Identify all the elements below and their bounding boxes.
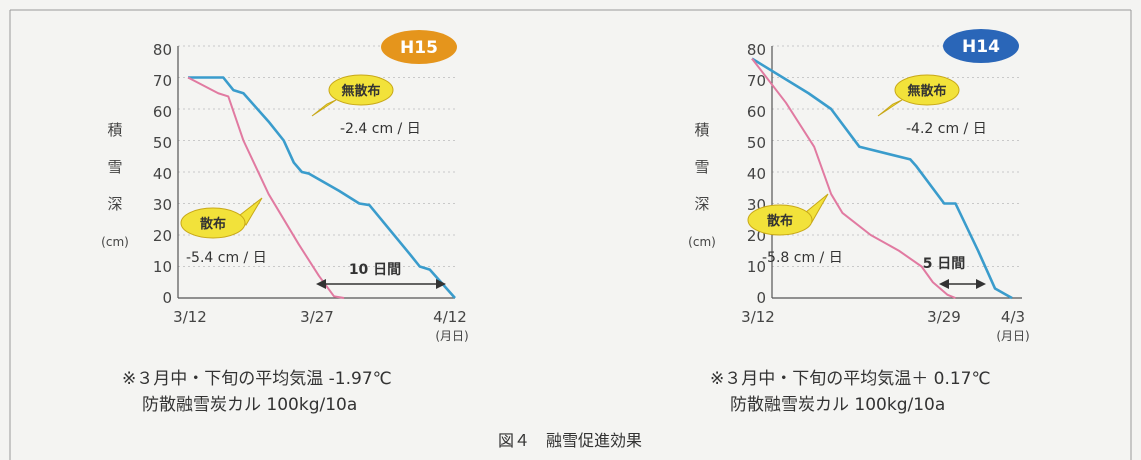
- y-tick-label: 80: [747, 41, 766, 59]
- badge-ellipse: [381, 30, 457, 64]
- x-axis-unit: (月日): [996, 329, 1029, 343]
- chart-h15-badge: H15: [381, 30, 457, 64]
- series-line-no-spray: [188, 76, 456, 299]
- bubble-shape: [894, 74, 960, 106]
- bubble-shape: [180, 207, 246, 239]
- y-tick-label: 60: [747, 103, 766, 121]
- interval-arrow-right: [976, 279, 986, 289]
- chart-h15-x-ticks: 3/12 3/27 4/12 (月日): [173, 308, 469, 343]
- y-tick-label: 0: [756, 289, 766, 307]
- y-tick-label: 60: [153, 103, 172, 121]
- bubble-label: 散布: [200, 216, 226, 232]
- chart-h15-y-ticks: 0 10 20 30 40 50 60 70 80: [153, 41, 172, 307]
- chart-h14-bubble-no-spray: 無散布: [877, 74, 960, 117]
- interval-arrow-right: [436, 279, 446, 289]
- y-tick-label: 20: [153, 227, 172, 245]
- bubble-shape: [747, 204, 813, 236]
- series-line-no-spray: [751, 57, 1013, 300]
- y-axis-unit: (cm): [101, 235, 129, 249]
- badge-label: H15: [400, 38, 438, 58]
- chart-h14-y-axis-label: 積 雪 深 (cm): [688, 121, 716, 249]
- chart-h14-note-temp: ※３月中・下旬の平均気温＋ 0.17℃: [710, 369, 991, 389]
- bubble-label: 無散布: [341, 83, 380, 99]
- chart-h15-bubble-no-spray: 無散布: [311, 74, 394, 117]
- y-axis-label-char: 深: [694, 195, 709, 213]
- chart-h15-note-temp: ※３月中・下旬の平均気温 -1.97℃: [122, 369, 392, 389]
- y-axis-label-char: 深: [107, 195, 122, 213]
- chart-h15-bubble-spray: 散布: [180, 197, 263, 239]
- chart-h15-y-axis-label: 積 雪 深 (cm): [101, 121, 129, 249]
- y-tick-label: 30: [153, 196, 172, 214]
- bubble-tail: [311, 99, 337, 117]
- x-axis-unit: (月日): [435, 329, 468, 343]
- x-tick-label: 3/29: [927, 308, 961, 326]
- y-tick-label: 50: [153, 134, 172, 152]
- chart-h15: 0 10 20 30 40 50 60 70 80 積 雪 深 (cm) 3/1…: [101, 30, 469, 415]
- y-tick-label: 0: [162, 289, 172, 307]
- x-tick-label: 3/27: [300, 308, 334, 326]
- series-line-spray: [187, 76, 345, 299]
- rate-no-spray: -4.2 cm / 日: [906, 121, 987, 137]
- y-tick-label: 10: [747, 258, 766, 276]
- rate-spray: -5.4 cm / 日: [186, 250, 267, 266]
- bubble-label: 無散布: [907, 83, 946, 99]
- chart-h15-note-material: 防散融雪炭カル 100kg/10a: [142, 395, 357, 415]
- badge-ellipse: [943, 29, 1019, 63]
- rate-no-spray: -2.4 cm / 日: [340, 121, 421, 137]
- x-tick-label: 3/12: [741, 308, 775, 326]
- y-tick-label: 70: [747, 72, 766, 90]
- bubble-shape: [328, 74, 394, 106]
- interval-label: 5 日間: [923, 256, 966, 272]
- rate-spray: -5.8 cm / 日: [762, 250, 843, 266]
- figure-caption: 図４ 融雪促進効果: [498, 431, 642, 450]
- y-axis-unit: (cm): [688, 235, 716, 249]
- y-tick-label: 80: [153, 41, 172, 59]
- y-tick-label: 40: [153, 165, 172, 183]
- chart-h15-series: [187, 76, 456, 299]
- y-tick-label: 40: [747, 165, 766, 183]
- y-axis-label-char: 雪: [107, 158, 122, 176]
- y-tick-label: 10: [153, 258, 172, 276]
- series-line-spray: [751, 57, 956, 299]
- x-tick-label: 4/12: [433, 308, 467, 326]
- chart-h15-interval: 10 日間: [316, 262, 446, 289]
- y-axis-label-char: 積: [694, 121, 709, 139]
- y-axis-label-char: 雪: [694, 158, 709, 176]
- y-axis-label-char: 積: [107, 121, 122, 139]
- y-tick-label: 70: [153, 72, 172, 90]
- bubble-tail: [877, 99, 903, 117]
- chart-h14-note-material: 防散融雪炭カル 100kg/10a: [730, 395, 945, 415]
- interval-label: 10 日間: [349, 262, 401, 278]
- badge-label: H14: [962, 37, 1000, 57]
- chart-h14-badge: H14: [943, 29, 1019, 63]
- interval-arrow-left: [316, 279, 326, 289]
- y-tick-label: 50: [747, 134, 766, 152]
- chart-h14-y-ticks: 0 10 20 30 40 50 60 70 80: [747, 41, 766, 307]
- interval-arrow-left: [939, 279, 949, 289]
- chart-h14-x-ticks: 3/12 3/29 4/3 (月日): [741, 308, 1030, 343]
- chart-h14-bubble-spray: 散布: [747, 193, 829, 236]
- chart-h14-series: [751, 57, 1013, 300]
- bubble-label: 散布: [767, 213, 793, 229]
- x-tick-label: 4/3: [1001, 308, 1025, 326]
- chart-h14-grid: [772, 45, 1022, 267]
- chart-h14-interval: 5 日間: [923, 256, 986, 289]
- chart-h14: 0 10 20 30 40 50 60 70 80 積 雪 深 (cm) 3/1…: [688, 29, 1030, 415]
- x-tick-label: 3/12: [173, 308, 207, 326]
